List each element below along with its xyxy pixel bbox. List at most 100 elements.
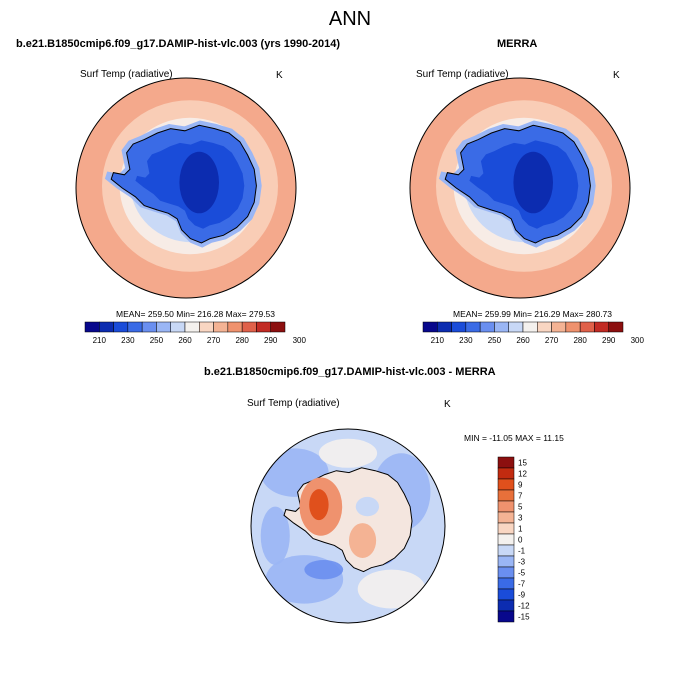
- panel-3-ocean-anomaly: [318, 438, 378, 468]
- panel-2-outer-ocean: [410, 78, 630, 298]
- panel-1-colorbar-swatch: [113, 321, 129, 333]
- panel-2-ocean-band-2: [453, 117, 595, 255]
- panel-1-colorbar-swatch: [199, 321, 214, 333]
- panel-3-antarctica: [283, 467, 413, 573]
- panel-2-colorbar-swatch: [522, 321, 538, 333]
- panel-3-ocean-anomaly: [357, 569, 426, 609]
- panel-1-dome: [179, 151, 219, 214]
- panel-3-colorbar-swatch: [497, 577, 515, 590]
- panel-1-ocean-band-2: [119, 117, 261, 255]
- panel-3-warm-core: [309, 489, 329, 521]
- panel-3-colorbar-swatch: [497, 489, 515, 502]
- panel-2-colorbar-swatch: [551, 321, 567, 333]
- panel-3-colorbar-swatch: [497, 456, 515, 469]
- panel-1-colorbar-swatch: [127, 321, 143, 333]
- panel-3-colorbar-swatch: [497, 478, 515, 491]
- panel-1-colorbar-tick-label: 300: [293, 336, 307, 345]
- main-title: ANN: [328, 8, 372, 30]
- panel-1-colorbar-swatch: [170, 321, 186, 333]
- panel-1-colorbar-swatch: [184, 321, 200, 333]
- panel-3-ocean-anomaly: [304, 559, 344, 580]
- panel-2-ocean-band-1: [436, 100, 612, 272]
- panel-2-colorbar-swatch: [494, 321, 509, 333]
- panel-1-units: K: [276, 70, 283, 81]
- panel-3-colorbar-tick-label: 3: [518, 514, 523, 523]
- panel-2-colorbar-tick-label: 290: [602, 336, 616, 345]
- panel-2-colorbar-tick-label: 260: [516, 336, 530, 345]
- panel-2-colorbar-tick-label: 270: [545, 336, 559, 345]
- panel-3-colorbar-swatch: [497, 467, 515, 480]
- panel-1-colorbar-swatch: [156, 321, 171, 333]
- panel-3-title: b.e21.B1850cmip6.f09_g17.DAMIP-hist-vlc.…: [204, 366, 496, 378]
- panel-2-colorbar-swatch: [565, 321, 581, 333]
- panel-3-map-border: [250, 428, 446, 624]
- panel-3-colorbar-tick-label: 7: [518, 492, 523, 501]
- panel-2-coast-band: [438, 120, 596, 248]
- panel-2-colorbar-swatch: [451, 321, 467, 333]
- panel-1-colorbar-swatch: [213, 321, 229, 333]
- panel-2-colorbar-tick-label: 280: [573, 336, 587, 345]
- panel-1-coast-band: [104, 120, 262, 248]
- panel-1-outer-ocean: [76, 78, 296, 298]
- panel-1-colorbar-swatch: [256, 321, 271, 333]
- panel-2-colorbar-swatch: [465, 321, 481, 333]
- panel-3-colorbar-swatch: [497, 566, 515, 579]
- panel-1-colorbar-swatch: [270, 321, 286, 333]
- panel-1-stats: MEAN= 259.50 Min= 216.28 Max= 279.53: [116, 309, 276, 319]
- panel-3-colorbar-tick-label: -5: [518, 569, 526, 578]
- panel-1-map-border: [75, 77, 297, 299]
- panel-3-colorbar-tick-label: -1: [518, 547, 526, 556]
- panel-2-colorbar-swatch: [479, 321, 495, 333]
- panel-3-map-group: [250, 428, 446, 624]
- panel-3-ocean-anomaly: [360, 496, 404, 565]
- panel-3-colorbar: 15 12 9 7 5 3 1 0 -1 -3 -5 -7 -9 -12 -15: [497, 456, 530, 623]
- panel-3-colorbar-tick-label: 15: [518, 459, 527, 468]
- panel-3-colorbar-swatch: [497, 511, 515, 524]
- panel-3-colorbar-tick-label: -15: [518, 613, 530, 622]
- panel-3-colorbar-tick-label: -12: [518, 602, 530, 611]
- panel-2-colorbar-tick-label: 250: [488, 336, 502, 345]
- panel-2-colorbar-swatch: [579, 321, 595, 333]
- panel-3-colorbar-tick-label: 9: [518, 481, 523, 490]
- panel-1-colorbar-swatch: [141, 321, 157, 333]
- panel-1-colorbar-tick-label: 260: [178, 336, 192, 345]
- panel-2-colorbar-swatch: [594, 321, 609, 333]
- panel-3-warm-anomaly: [299, 477, 343, 536]
- panel-3-units: K: [444, 399, 451, 410]
- panel-1-title: b.e21.B1850cmip6.f09_g17.DAMIP-hist-vlc.…: [16, 38, 341, 50]
- panel-1-colorbar-tick-label: 210: [93, 336, 107, 345]
- panel-3-colorbar-swatch: [497, 599, 515, 612]
- panel-3-ocean-anomaly: [265, 555, 344, 604]
- panel-3-colorbar-tick-label: 0: [518, 536, 523, 545]
- panel-1-variable: Surf Temp (radiative): [80, 69, 173, 80]
- panel-2-map-group: [409, 77, 631, 299]
- panel-1-colorbar-tick-label: 250: [150, 336, 164, 345]
- panel-2-colorbar-tick-label: 230: [459, 336, 473, 345]
- panel-2-sea-ice-edge: [464, 125, 588, 243]
- panel-1-antarctica: [110, 124, 257, 244]
- panel-2-stats: MEAN= 259.99 Min= 216.29 Max= 280.73: [453, 309, 613, 319]
- panel-2-colorbar-tick-label: 300: [631, 336, 645, 345]
- panel-2-units: K: [613, 70, 620, 81]
- panel-1-colorbar-swatch: [99, 321, 114, 333]
- panel-1-colorbar: 210 230 250 260 270 280 290 300: [84, 321, 307, 345]
- panel-1-plateau: [135, 140, 245, 229]
- panel-3-ocean-anomaly: [372, 453, 431, 531]
- panel-1-colorbar-tick-label: 280: [235, 336, 249, 345]
- panel-1-sea-ice-edge: [130, 125, 254, 243]
- panel-2-colorbar-swatch: [508, 321, 524, 333]
- panel-1-colorbar-swatch: [227, 321, 243, 333]
- panel-3-colorbar-tick-label: -3: [518, 558, 526, 567]
- panel-3-colorbar-swatch: [497, 555, 515, 568]
- panel-3-colorbar-tick-label: -9: [518, 591, 526, 600]
- panel-3-colorbar-swatch: [497, 610, 515, 623]
- panel-3-colorbar-swatch: [497, 500, 515, 513]
- panel-2-title: MERRA: [497, 38, 538, 50]
- panel-1-map-group: [75, 77, 297, 299]
- panel-3-cool-anomaly: [355, 496, 380, 517]
- panel-1-colorbar-swatch: [241, 321, 257, 333]
- panel-2-dome: [513, 151, 553, 214]
- panel-2-colorbar-tick-label: 210: [431, 336, 445, 345]
- panel-3-colorbar-swatch: [497, 544, 515, 557]
- panel-2-colorbar-swatch: [537, 321, 552, 333]
